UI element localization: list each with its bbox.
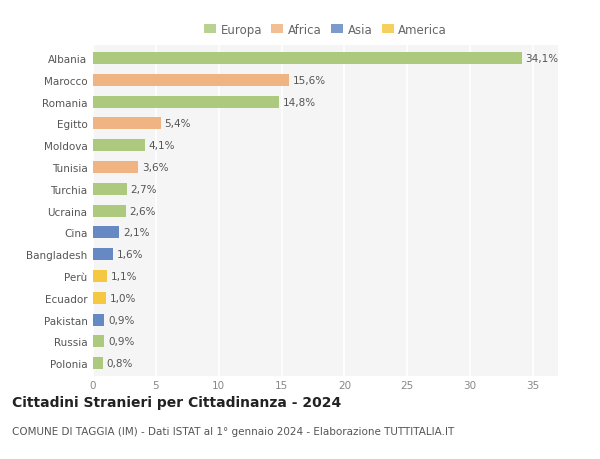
Legend: Europa, Africa, Asia, America: Europa, Africa, Asia, America bbox=[199, 19, 452, 41]
Text: 0,9%: 0,9% bbox=[108, 315, 134, 325]
Text: 15,6%: 15,6% bbox=[293, 76, 326, 86]
Bar bbox=[93, 249, 113, 261]
Text: Cittadini Stranieri per Cittadinanza - 2024: Cittadini Stranieri per Cittadinanza - 2… bbox=[12, 395, 341, 409]
Bar bbox=[93, 227, 119, 239]
Bar bbox=[93, 96, 279, 108]
Bar bbox=[93, 118, 161, 130]
Bar bbox=[93, 53, 521, 65]
Bar bbox=[93, 358, 103, 369]
Bar bbox=[93, 140, 145, 152]
Bar bbox=[93, 184, 127, 196]
Bar bbox=[93, 162, 138, 174]
Text: 0,9%: 0,9% bbox=[108, 336, 134, 347]
Text: 4,1%: 4,1% bbox=[148, 141, 175, 151]
Bar bbox=[93, 292, 106, 304]
Text: 1,0%: 1,0% bbox=[109, 293, 136, 303]
Bar bbox=[93, 336, 104, 347]
Bar bbox=[93, 205, 125, 217]
Text: 34,1%: 34,1% bbox=[526, 54, 559, 64]
Bar bbox=[93, 75, 289, 87]
Text: 2,1%: 2,1% bbox=[123, 228, 149, 238]
Bar bbox=[93, 314, 104, 326]
Text: 2,7%: 2,7% bbox=[131, 185, 157, 195]
Text: COMUNE DI TAGGIA (IM) - Dati ISTAT al 1° gennaio 2024 - Elaborazione TUTTITALIA.: COMUNE DI TAGGIA (IM) - Dati ISTAT al 1°… bbox=[12, 426, 454, 436]
Text: 14,8%: 14,8% bbox=[283, 97, 316, 107]
Text: 2,6%: 2,6% bbox=[130, 206, 156, 216]
Text: 5,4%: 5,4% bbox=[164, 119, 191, 129]
Text: 1,1%: 1,1% bbox=[110, 271, 137, 281]
Text: 3,6%: 3,6% bbox=[142, 162, 169, 173]
Bar bbox=[93, 270, 107, 282]
Text: 1,6%: 1,6% bbox=[117, 250, 143, 260]
Text: 0,8%: 0,8% bbox=[107, 358, 133, 368]
